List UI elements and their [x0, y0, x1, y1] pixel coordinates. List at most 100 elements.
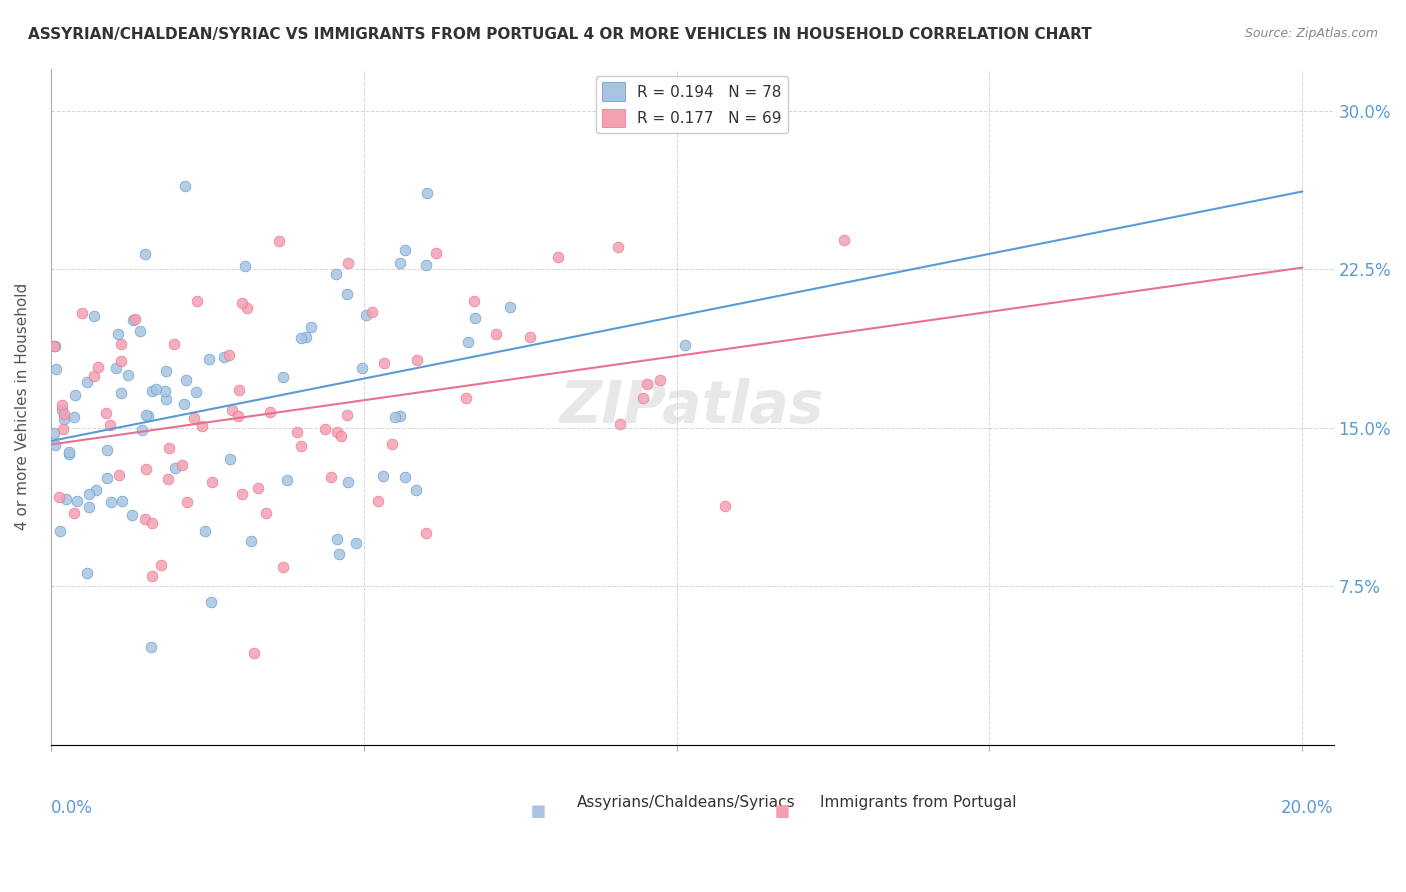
- Point: [454, 391, 477, 405]
- Text: Assyrians/Chaldeans/Syriacs: Assyrians/Chaldeans/Syriacs: [576, 796, 796, 810]
- Point: [155, 364, 177, 378]
- Point: [77, 487, 100, 501]
- Point: [233, 259, 256, 273]
- Point: [384, 409, 406, 424]
- Point: [96, 406, 118, 420]
- Point: [110, 337, 132, 351]
- Point: [51, 402, 73, 417]
- Point: [155, 384, 177, 399]
- Point: [124, 311, 146, 326]
- Point: [371, 468, 394, 483]
- Point: [42, 425, 65, 440]
- Text: 0.0%: 0.0%: [51, 798, 93, 816]
- Point: [336, 475, 359, 489]
- Point: [714, 499, 737, 513]
- Point: [155, 392, 177, 406]
- Point: [290, 439, 312, 453]
- Point: [201, 475, 224, 490]
- Point: [344, 535, 367, 549]
- Point: [328, 547, 350, 561]
- Point: [267, 234, 290, 248]
- Point: [242, 647, 264, 661]
- Point: [547, 250, 569, 264]
- Point: [141, 516, 163, 531]
- Point: [336, 256, 359, 270]
- Point: [44, 437, 66, 451]
- Point: [832, 233, 855, 247]
- Point: [176, 495, 198, 509]
- Point: [231, 486, 253, 500]
- Point: [200, 595, 222, 609]
- Point: [110, 354, 132, 368]
- Point: [226, 409, 249, 423]
- Point: [499, 301, 522, 315]
- Point: [246, 481, 269, 495]
- Point: [145, 382, 167, 396]
- Point: [416, 186, 439, 201]
- Point: [221, 403, 243, 417]
- Point: [131, 423, 153, 437]
- Text: Immigrants from Portugal: Immigrants from Portugal: [821, 796, 1017, 810]
- Point: [325, 268, 347, 282]
- Point: [650, 373, 672, 387]
- Point: [96, 442, 118, 457]
- Point: [76, 375, 98, 389]
- Point: [135, 462, 157, 476]
- Point: [607, 240, 630, 254]
- Point: [519, 330, 541, 344]
- Point: [354, 308, 377, 322]
- Point: [134, 512, 156, 526]
- Point: [44, 339, 66, 353]
- Point: [228, 383, 250, 397]
- Point: [58, 444, 80, 458]
- Point: [83, 369, 105, 384]
- Point: [394, 243, 416, 257]
- Point: [290, 331, 312, 345]
- Point: [44, 339, 66, 353]
- Point: [394, 470, 416, 484]
- Point: [336, 286, 359, 301]
- Point: [111, 494, 134, 508]
- Point: [87, 360, 110, 375]
- Point: [214, 350, 236, 364]
- Point: [63, 409, 86, 424]
- Point: [285, 425, 308, 440]
- Text: Source: ZipAtlas.com: Source: ZipAtlas.com: [1244, 27, 1378, 40]
- Point: [128, 325, 150, 339]
- Point: [157, 441, 180, 455]
- Point: [163, 460, 186, 475]
- Point: [105, 361, 128, 376]
- Point: [631, 391, 654, 405]
- Text: ▪: ▪: [773, 798, 790, 822]
- Point: [389, 256, 412, 270]
- Text: 20.0%: 20.0%: [1281, 798, 1333, 816]
- Point: [294, 330, 316, 344]
- Point: [218, 348, 240, 362]
- Point: [55, 491, 77, 506]
- Point: [361, 305, 384, 319]
- Point: [172, 458, 194, 472]
- Point: [326, 425, 349, 439]
- Point: [135, 408, 157, 422]
- Point: [352, 360, 374, 375]
- Point: [52, 422, 75, 436]
- Point: [136, 409, 159, 423]
- Text: ZIPatlas: ZIPatlas: [560, 378, 824, 435]
- Point: [415, 258, 437, 272]
- Point: [107, 326, 129, 341]
- Point: [48, 490, 70, 504]
- Point: [117, 368, 139, 383]
- Point: [405, 353, 427, 368]
- Point: [45, 361, 67, 376]
- Legend: R = 0.194   N = 78, R = 0.177   N = 69: R = 0.194 N = 78, R = 0.177 N = 69: [596, 76, 789, 133]
- Point: [63, 506, 86, 520]
- Text: ▪: ▪: [530, 798, 547, 822]
- Point: [84, 483, 107, 497]
- Point: [77, 500, 100, 514]
- Point: [463, 293, 485, 308]
- Point: [299, 319, 322, 334]
- Point: [457, 334, 479, 349]
- Point: [193, 524, 215, 538]
- Point: [108, 468, 131, 483]
- Point: [183, 411, 205, 425]
